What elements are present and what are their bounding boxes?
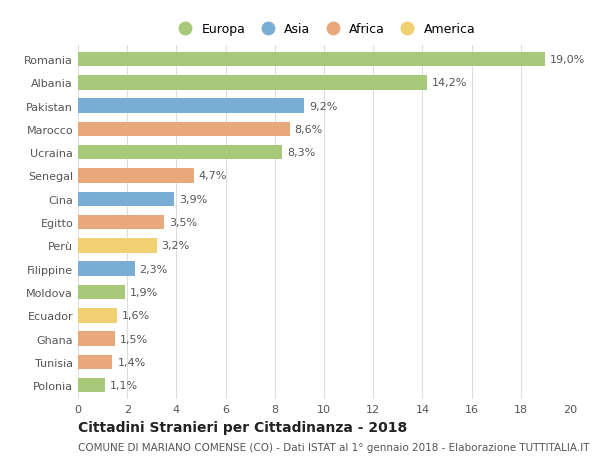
Text: 1,1%: 1,1%	[110, 381, 138, 390]
Text: 19,0%: 19,0%	[550, 55, 586, 65]
Bar	[78, 123, 290, 137]
Text: 3,5%: 3,5%	[169, 218, 197, 228]
Bar	[78, 192, 174, 207]
Bar	[78, 378, 105, 392]
Bar	[78, 308, 118, 323]
Bar	[78, 239, 157, 253]
Text: Cittadini Stranieri per Cittadinanza - 2018: Cittadini Stranieri per Cittadinanza - 2…	[78, 420, 407, 434]
Bar	[78, 215, 164, 230]
Bar	[78, 262, 134, 276]
Bar	[78, 146, 282, 160]
Text: 8,3%: 8,3%	[287, 148, 316, 158]
Text: 3,2%: 3,2%	[161, 241, 190, 251]
Bar	[78, 355, 112, 369]
Bar	[78, 285, 125, 300]
Text: COMUNE DI MARIANO COMENSE (CO) - Dati ISTAT al 1° gennaio 2018 - Elaborazione TU: COMUNE DI MARIANO COMENSE (CO) - Dati IS…	[78, 442, 589, 452]
Text: 8,6%: 8,6%	[295, 124, 323, 134]
Text: 3,9%: 3,9%	[179, 194, 207, 204]
Text: 14,2%: 14,2%	[432, 78, 467, 88]
Legend: Europa, Asia, Africa, America: Europa, Asia, Africa, America	[173, 23, 475, 36]
Bar	[78, 76, 427, 90]
Text: 4,7%: 4,7%	[199, 171, 227, 181]
Text: 1,6%: 1,6%	[122, 311, 151, 321]
Text: 9,2%: 9,2%	[309, 101, 338, 112]
Bar	[78, 332, 115, 346]
Bar	[78, 169, 194, 183]
Text: 1,4%: 1,4%	[118, 357, 146, 367]
Bar	[78, 99, 304, 113]
Text: 1,5%: 1,5%	[120, 334, 148, 344]
Text: 2,3%: 2,3%	[139, 264, 168, 274]
Text: 1,9%: 1,9%	[130, 287, 158, 297]
Bar	[78, 53, 545, 67]
